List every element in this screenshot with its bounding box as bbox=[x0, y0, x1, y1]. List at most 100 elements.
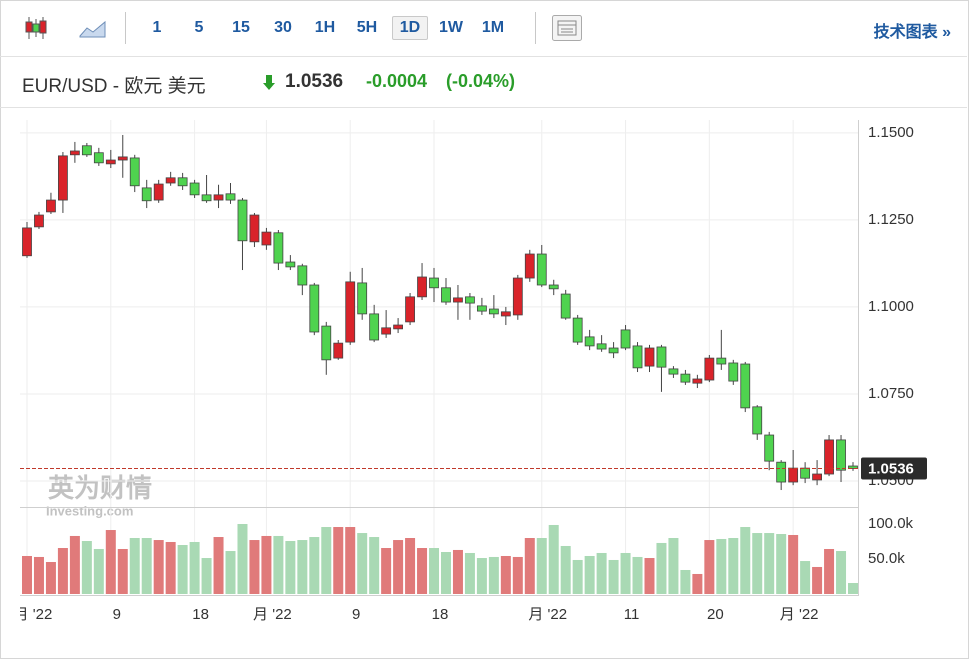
candle-body bbox=[405, 296, 415, 323]
candle-body bbox=[620, 329, 631, 349]
x-axis-labels: 月 '22 9 18 月 '22 9 18 月 '22 11 20 月 '22 bbox=[14, 606, 819, 623]
volume-bar bbox=[500, 555, 511, 594]
interval-button[interactable]: 1H bbox=[314, 19, 336, 36]
volume-bar bbox=[345, 527, 356, 594]
candle-body bbox=[34, 214, 44, 228]
x-tick-label: 月 '22 bbox=[780, 606, 819, 623]
candle-body bbox=[141, 187, 152, 202]
interval-button[interactable]: 15 bbox=[232, 19, 250, 36]
candle-body bbox=[309, 284, 320, 333]
interval-button[interactable]: 1M bbox=[481, 19, 505, 36]
volume-bar bbox=[536, 538, 547, 594]
interval-button[interactable]: 1W bbox=[439, 19, 463, 36]
volume-bar bbox=[417, 548, 428, 594]
technical-chart-link[interactable]: 技术图表 » bbox=[873, 24, 951, 41]
candle-body bbox=[46, 199, 56, 213]
watermark-brand: 英为财情 bbox=[48, 473, 152, 503]
candle-body bbox=[488, 308, 499, 315]
area-icon[interactable] bbox=[78, 16, 108, 40]
volume-bar bbox=[488, 556, 499, 594]
interval-button[interactable]: 30 bbox=[274, 19, 292, 36]
separator bbox=[125, 12, 126, 44]
candle-body bbox=[632, 345, 643, 369]
x-tick-label: 18 bbox=[192, 606, 209, 623]
volume-bar bbox=[81, 541, 92, 594]
y-tick-label: 1.1250 bbox=[868, 211, 914, 228]
candle-body bbox=[500, 311, 511, 317]
candle-body bbox=[345, 281, 356, 343]
volume-bar bbox=[476, 558, 487, 594]
candle-body bbox=[716, 357, 727, 365]
volume-bar bbox=[93, 548, 104, 594]
volume-bar bbox=[237, 524, 248, 594]
candle-body bbox=[536, 253, 547, 286]
volume-bar bbox=[656, 542, 667, 594]
x-tick-label: 9 bbox=[352, 606, 360, 623]
volume-bar bbox=[788, 534, 799, 594]
candle-body bbox=[596, 343, 607, 350]
volume-tick-label: 100.0k bbox=[868, 515, 914, 532]
volume-bar bbox=[572, 559, 583, 594]
candle-body bbox=[201, 194, 212, 202]
candle-body bbox=[81, 145, 92, 156]
volume-bar bbox=[704, 540, 715, 594]
y-tick-label: 1.1000 bbox=[868, 298, 914, 315]
candle-body bbox=[237, 199, 248, 242]
interval-button[interactable]: 1D bbox=[392, 16, 428, 40]
interval-button[interactable]: 5H bbox=[356, 19, 378, 36]
volume-bar bbox=[225, 551, 236, 594]
volume-bar bbox=[848, 583, 858, 594]
candle-body bbox=[728, 362, 739, 382]
candle-body bbox=[704, 357, 715, 381]
candle-body bbox=[812, 473, 822, 481]
candle-body bbox=[189, 182, 200, 196]
candle-body bbox=[393, 324, 404, 330]
volume-bar bbox=[608, 559, 619, 594]
volume-bar bbox=[393, 540, 404, 594]
title-bar: EUR/USD - 欧元 美元 1.0536 -0.0004 (-0.04%) bbox=[0, 57, 967, 108]
y-tick-label: 1.1500 bbox=[868, 124, 914, 141]
volume-bar bbox=[692, 573, 703, 594]
candle-icon[interactable] bbox=[22, 14, 50, 42]
candle-body bbox=[560, 293, 571, 319]
y-tick-label: 1.0750 bbox=[868, 385, 914, 402]
x-tick-label: 18 bbox=[432, 606, 449, 623]
candle-body bbox=[153, 183, 164, 201]
x-tick-label: 月 '22 bbox=[528, 606, 567, 623]
watermark-site: Investing.com bbox=[46, 503, 133, 518]
price-change-percent: (-0.04%) bbox=[446, 71, 516, 91]
volume-bar bbox=[69, 535, 80, 594]
x-tick-label: 月 '22 bbox=[14, 606, 53, 623]
candle-body bbox=[93, 152, 104, 164]
candle-body bbox=[225, 193, 236, 201]
interval-button[interactable]: 1 bbox=[152, 19, 162, 36]
candle-body bbox=[680, 373, 691, 383]
candle-body bbox=[117, 156, 128, 161]
volume-bar bbox=[189, 541, 200, 594]
volume-bar bbox=[644, 558, 655, 594]
volume-bar bbox=[309, 537, 320, 594]
candle-body bbox=[453, 297, 463, 303]
volume-bar bbox=[153, 540, 164, 594]
settings-icon[interactable] bbox=[551, 14, 583, 42]
volume-bar bbox=[261, 535, 272, 594]
volume-bar bbox=[405, 538, 416, 594]
instrument-title: EUR/USD - 欧元 美元 bbox=[22, 76, 206, 97]
candle-body bbox=[381, 327, 392, 335]
candle-body bbox=[752, 406, 763, 435]
volume-bar bbox=[596, 552, 607, 594]
volume-bar bbox=[201, 558, 212, 594]
last-price-label: 1.0536 bbox=[868, 460, 914, 477]
volume-bar bbox=[381, 548, 392, 594]
volume-bar bbox=[22, 555, 32, 594]
interval-button[interactable]: 5 bbox=[194, 19, 204, 36]
volume-bar bbox=[273, 535, 284, 594]
volume-bar bbox=[560, 545, 571, 594]
candle-body bbox=[249, 214, 260, 243]
x-tick-label: 20 bbox=[707, 606, 724, 623]
candle-body bbox=[129, 157, 140, 187]
candle-body bbox=[644, 347, 655, 367]
candle-body bbox=[788, 467, 799, 483]
volume-bar bbox=[117, 548, 128, 594]
